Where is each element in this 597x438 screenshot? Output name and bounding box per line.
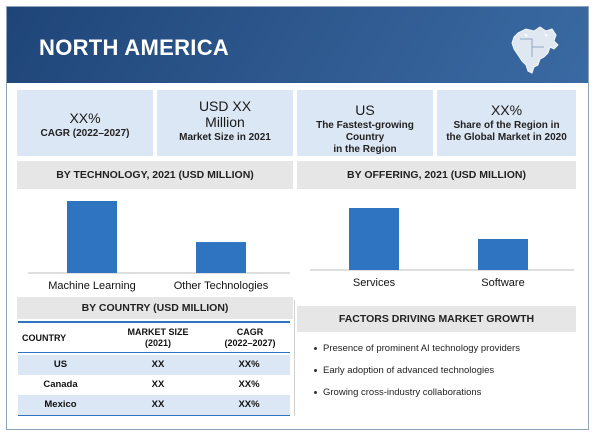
kpi-share-label-line2: the Global Market in 2020	[446, 132, 567, 143]
column-divider	[294, 300, 295, 416]
kpi-fastest-country: US The Fastest-growing Country in the Re…	[297, 90, 433, 156]
technology-section-title: BY TECHNOLOGY, 2021 (USD MILLION)	[17, 161, 293, 189]
kpi-fastest-country-label-line1: The Fastest-growing Country	[316, 120, 414, 143]
table-row: US XX XX%	[18, 355, 290, 375]
offering-section-title: BY OFFERING, 2021 (USD MILLION)	[297, 161, 576, 189]
table-header-country: COUNTRY	[22, 333, 67, 343]
table-cell: XX	[151, 359, 165, 370]
chart-1-category-label-1: Software	[481, 277, 524, 289]
kpi-share-value: XX%	[490, 102, 523, 118]
table-cell: XX	[151, 379, 165, 390]
factors-section-title: FACTORS DRIVING MARKET GROWTH	[297, 306, 576, 332]
kpi-fastest-country-label-line2: in the Region	[333, 144, 397, 155]
north-america-map-icon	[511, 26, 559, 74]
kpi-cagr: XX% CAGR (2022–2027)	[17, 90, 153, 156]
factor-item: Presence of prominent AI technology prov…	[314, 343, 520, 354]
factor-item: Growing cross-industry collaborations	[314, 387, 481, 398]
table-cell: XX%	[238, 359, 260, 370]
table-cell: Mexico	[44, 399, 77, 410]
kpi-market-size: USD XX Million Market Size in 2021	[157, 90, 293, 156]
country-section-title: BY COUNTRY (USD MILLION)	[17, 297, 293, 319]
factor-text: Presence of prominent AI technology prov…	[323, 343, 520, 354]
factor-text: Early adoption of advanced technologies	[323, 365, 495, 376]
kpi-cagr-label: CAGR (2022–2027)	[40, 128, 130, 139]
header-banner: NORTH AMERICA	[7, 7, 588, 83]
kpi-market-size-value-line2: Million	[205, 114, 245, 130]
chart-1-bar-1	[478, 239, 528, 270]
kpi-market-size-label: Market Size in 2021	[179, 132, 271, 143]
chart-1-category-label-0: Services	[353, 277, 396, 289]
kpi-cagr-value: XX%	[69, 110, 101, 126]
bullet-icon	[314, 390, 317, 394]
chart-0-bar-1	[196, 242, 246, 273]
table-header-market-size-line1: MARKET SIZE	[127, 327, 189, 337]
chart-0-category-label-1: Other Technologies	[174, 280, 269, 292]
table-header-market-size-line2: (2021)	[144, 338, 171, 348]
table-row: Mexico XX XX%	[18, 395, 290, 415]
chart-1-bar-0	[349, 208, 399, 270]
factor-item: Early adoption of advanced technologies	[314, 365, 494, 376]
table-top-rule	[18, 321, 290, 323]
bullet-icon	[314, 346, 317, 350]
table-header-cagr: CAGR (2022–2027)	[210, 327, 290, 349]
chart-0-category-label-0: Machine Learning	[48, 280, 135, 292]
table-cell: XX	[151, 399, 165, 410]
table-cell: Canada	[43, 379, 78, 390]
kpi-fastest-country-value: US	[355, 102, 375, 118]
chart-0-bar-0	[67, 201, 117, 273]
table-header-rule	[18, 352, 290, 353]
kpi-market-size-value-line1: USD XX	[198, 98, 252, 114]
bullet-icon	[314, 368, 317, 372]
factor-text: Growing cross-industry collaborations	[323, 387, 482, 398]
page-title: NORTH AMERICA	[39, 35, 230, 60]
table-cell: XX%	[238, 379, 260, 390]
kpi-share-label-line1: Share of the Region in	[453, 120, 560, 131]
table-header-cagr-line2: (2022–2027)	[224, 338, 276, 348]
kpi-share: XX% Share of the Region in the Global Ma…	[437, 90, 576, 156]
table-cell: XX%	[238, 399, 260, 410]
table-row: Canada XX XX%	[18, 375, 290, 395]
table-header-cagr-line1: CAGR	[236, 327, 264, 337]
table-bottom-rule	[18, 415, 290, 416]
table-header-market-size: MARKET SIZE (2021)	[118, 327, 198, 349]
table-cell: US	[53, 359, 68, 370]
